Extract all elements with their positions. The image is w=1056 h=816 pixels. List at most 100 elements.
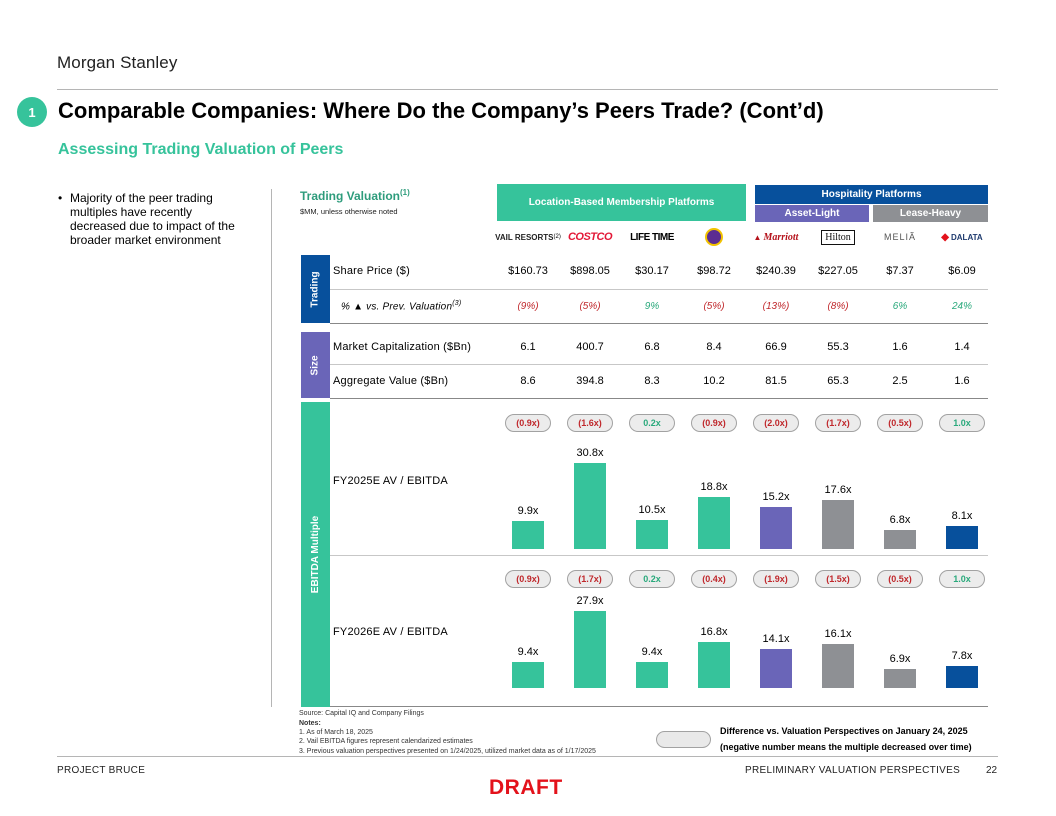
- bullet-text: Majority of the peer trading multiples h…: [70, 191, 235, 247]
- company-logo-vail-resorts: VAIL RESORTS (2): [495, 225, 561, 249]
- bar-fy2025: [636, 520, 668, 549]
- aggregate-value-cell: 10.2: [703, 375, 725, 387]
- note-item: 1. As of March 18, 2025: [299, 729, 373, 737]
- pct-change-cell: (5%): [703, 301, 725, 312]
- page-number: 22: [986, 765, 998, 776]
- pct-change-footnote: (3): [452, 300, 462, 307]
- life-time-logo-text: LIFE TIME: [630, 231, 674, 243]
- bar-value-label: 8.1x: [951, 510, 973, 522]
- bar-value-label: 16.8x: [700, 626, 728, 638]
- vertical-divider: [271, 189, 272, 707]
- company-logo-planet-fitness: [683, 225, 745, 249]
- diff-pill-fy2025: (0.5x): [877, 414, 923, 432]
- bar-fy2026: [698, 642, 730, 688]
- bar-fy2025: [946, 526, 978, 549]
- diff-pill-fy2026: (1.7x): [567, 570, 613, 588]
- pct-change-cell: 6%: [892, 301, 908, 312]
- bar-value-label: 15.2x: [762, 491, 790, 503]
- share-price-cell: $227.05: [818, 265, 858, 277]
- marriott-logo-text: Marriott: [763, 231, 799, 243]
- pct-change-cell: (9%): [517, 301, 539, 312]
- market-cap-cell: 1.4: [954, 341, 970, 353]
- bar-value-label: 16.1x: [824, 628, 852, 640]
- page-subtitle: Assessing Trading Valuation of Peers: [58, 141, 344, 158]
- share-price-cell: $30.17: [635, 265, 669, 277]
- sidebar-size: Size: [301, 332, 330, 398]
- bar-fy2025: [822, 500, 854, 549]
- marriott-m-icon: ▲: [753, 232, 762, 242]
- pct-change-cell: 24%: [951, 301, 972, 312]
- market-cap-label: Market Capitalization ($Bn): [333, 341, 472, 353]
- diff-pill-fy2025: (2.0x): [753, 414, 799, 432]
- share-price-cell: $240.39: [756, 265, 796, 277]
- legend-line-1: Difference vs. Valuation Perspectives on…: [720, 726, 968, 736]
- legend-pill-swatch: [656, 731, 711, 748]
- diff-pill-fy2026: 0.2x: [629, 570, 675, 588]
- company-logo-hilton: Hilton: [807, 225, 869, 249]
- bar-value-label: 7.8x: [951, 650, 973, 662]
- melia-logo-text: MELIÃ: [883, 232, 916, 242]
- aggregate-value-cell: 65.3: [827, 375, 849, 387]
- subgroup-header-asset-light: Asset-Light: [755, 205, 869, 222]
- bullet-point: • Majority of the peer trading multiples…: [58, 191, 243, 247]
- aggregate-value-cell: 8.6: [520, 375, 536, 387]
- row-divider: [330, 364, 988, 365]
- diff-pill-fy2026: (0.4x): [691, 570, 737, 588]
- company-logo-costco: COSTCO: [559, 225, 621, 249]
- diff-pill-fy2026: (0.9x): [505, 570, 551, 588]
- bar-fy2025: [574, 463, 606, 549]
- bar-value-label: 27.9x: [576, 595, 604, 607]
- company-logo-melia: MELIÃ: [869, 225, 931, 249]
- notes-title: Notes:: [299, 720, 321, 727]
- note-item: 3. Previous valuation perspectives prese…: [299, 747, 596, 755]
- row-divider: [330, 398, 988, 399]
- sidebar-size-label: Size: [309, 354, 321, 376]
- fy2025-label: FY2025E AV / EBITDA: [333, 475, 448, 487]
- share-price-cell: $160.73: [508, 265, 548, 277]
- market-cap-cell: 6.1: [520, 341, 536, 353]
- aggregate-value-cell: 81.5: [765, 375, 787, 387]
- share-price-label: Share Price ($): [333, 265, 410, 277]
- planet-fitness-icon: [705, 228, 723, 246]
- company-logo-dalata: ◆ DALATA: [931, 225, 993, 249]
- diff-pill-fy2026: (1.5x): [815, 570, 861, 588]
- sidebar-trading: Trading: [301, 255, 330, 323]
- bar-value-label: 9.9x: [517, 505, 539, 517]
- costco-logo-text: COSTCO: [567, 231, 613, 243]
- market-cap-cell: 55.3: [827, 341, 849, 353]
- aggregate-value-cell: 8.3: [644, 375, 660, 387]
- bar-value-label: 17.6x: [824, 484, 852, 496]
- pct-change-label-text: % ▲ vs. Prev. Valuation: [341, 301, 453, 313]
- section-number-badge: 1: [17, 97, 47, 127]
- diff-pill-fy2025: (1.7x): [815, 414, 861, 432]
- bar-value-label: 9.4x: [517, 646, 539, 658]
- table-title: Trading Valuation(1): [300, 188, 410, 203]
- vail-resorts-logo-text: VAIL RESORTS: [495, 232, 554, 242]
- aggregate-value-cell: 1.6: [954, 375, 970, 387]
- sidebar-trading-label: Trading: [310, 270, 321, 308]
- group-header-hospitality: Hospitality Platforms: [755, 185, 988, 204]
- vail-footnote: (2): [553, 234, 561, 240]
- share-price-cell: $7.37: [886, 265, 914, 277]
- share-price-cell: $98.72: [697, 265, 731, 277]
- sidebar-ebitda-multiple: EBITDA Multiple: [301, 402, 330, 707]
- row-divider: [330, 706, 988, 707]
- diff-pill-fy2026: (0.5x): [877, 570, 923, 588]
- table-title-text: Trading Valuation: [300, 189, 401, 203]
- table-title-footnote: (1): [400, 188, 410, 197]
- aggregate-value-cell: 394.8: [576, 375, 604, 387]
- footer-divider: [57, 756, 998, 757]
- subgroup-header-lease-heavy: Lease-Heavy: [873, 205, 988, 222]
- footer-document-title: PRELIMINARY VALUATION PERSPECTIVES: [745, 765, 961, 776]
- notes-block: Notes: 1. As of March 18, 2025 2. Vail E…: [299, 719, 596, 756]
- source-note: Source: Capital IQ and Company Filings: [299, 710, 424, 717]
- bar-fy2026: [884, 669, 916, 688]
- aggregate-value-label: Aggregate Value ($Bn): [333, 375, 449, 387]
- market-cap-cell: 400.7: [576, 341, 604, 353]
- bar-fy2025: [512, 521, 544, 549]
- dalata-mark-icon: ◆: [941, 231, 949, 243]
- diff-pill-fy2025: 0.2x: [629, 414, 675, 432]
- diff-pill-fy2025: (1.6x): [567, 414, 613, 432]
- page-title: Comparable Companies: Where Do the Compa…: [58, 98, 824, 123]
- dalata-logo-text: DALATA: [951, 232, 983, 242]
